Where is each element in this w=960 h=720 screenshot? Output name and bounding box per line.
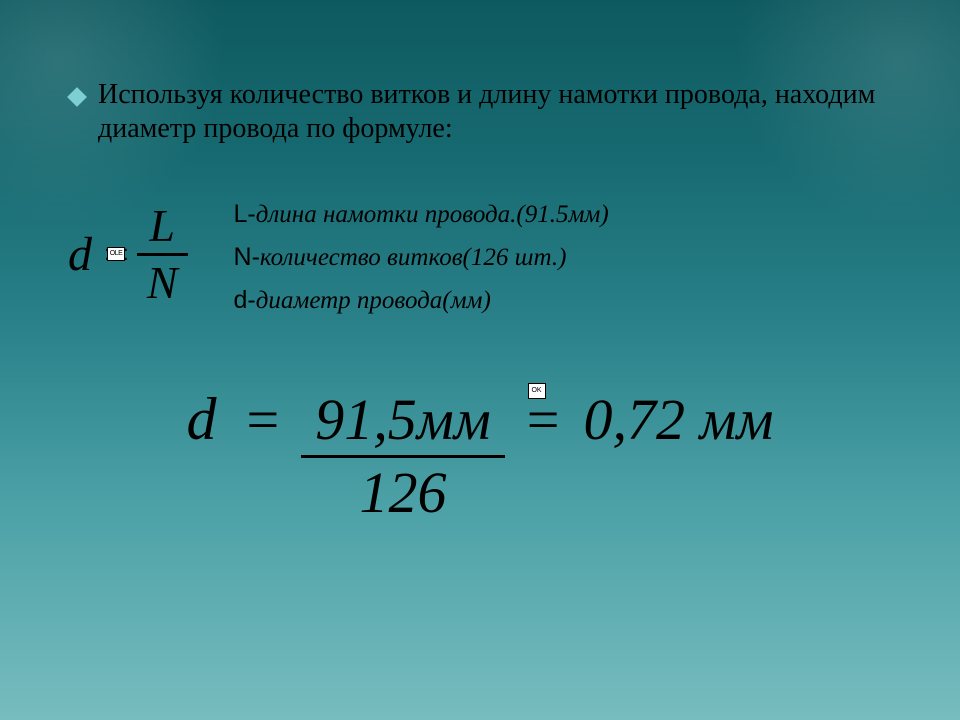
formula-small-denominator: N xyxy=(137,260,188,306)
ole-badge-icon: OLE xyxy=(107,247,125,261)
formula-big-num-unit: мм xyxy=(417,387,491,452)
formula-big-result-unit: мм xyxy=(699,387,773,452)
bullet-row: Используя количество витков и длину намо… xyxy=(70,78,890,146)
legend-d-sep: - xyxy=(247,286,255,314)
ok-badge-icon: OK xyxy=(528,383,546,399)
legend-d-var: d xyxy=(234,286,248,314)
fraction-bar xyxy=(137,253,188,256)
legend-line-N: N-количество витков(126 шт.) xyxy=(234,243,609,272)
formula-and-legend: d = OLE L N L-длина намотки провода.(91.… xyxy=(60,194,890,315)
legend-d-desc: диаметр провода(мм) xyxy=(256,287,491,314)
legend-N-desc: количество витков(126 шт.) xyxy=(260,244,567,271)
formula-small-fraction: L N xyxy=(137,203,188,306)
formula-small-eq: = OLE xyxy=(104,229,129,280)
legend-N-sep: - xyxy=(252,243,260,271)
legend-N-var: N xyxy=(234,243,252,271)
slide-body: Используя количество витков и длину намо… xyxy=(0,0,960,720)
formula-big-num-value: 91,5 xyxy=(315,387,417,452)
bullet-text: Используя количество витков и длину намо… xyxy=(98,78,878,146)
formula-big-fraction: 91,5мм 126 xyxy=(301,391,505,522)
formula-small-numerator: L xyxy=(139,203,185,249)
formula-big-eq1: = xyxy=(247,387,280,452)
formula-big-result-value: 0,72 xyxy=(583,387,685,452)
bullet-diamond-icon xyxy=(67,87,87,107)
formula-small-lhs: d xyxy=(68,227,92,282)
formula-big: d = 91,5мм 126 = 0,72 мм OK xyxy=(70,385,890,522)
legend-L-desc: длина намотки провода.(91.5мм) xyxy=(256,201,609,228)
legend-line-L: L-длина намотки провода.(91.5мм) xyxy=(234,200,609,229)
formula-big-lhs: d xyxy=(187,386,217,452)
legend-L-sep: - xyxy=(247,200,255,228)
legend: L-длина намотки провода.(91.5мм) N-колич… xyxy=(234,194,609,315)
formula-big-numerator: 91,5мм xyxy=(301,391,505,449)
formula-big-result: 0,72 мм xyxy=(583,387,773,452)
formula-big-denominator: 126 xyxy=(345,464,460,522)
legend-L-var: L xyxy=(234,200,248,228)
legend-line-d: d-диаметр провода(мм) xyxy=(234,286,609,315)
formula-small: d = OLE L N xyxy=(60,194,188,314)
fraction-bar-big xyxy=(301,455,505,458)
